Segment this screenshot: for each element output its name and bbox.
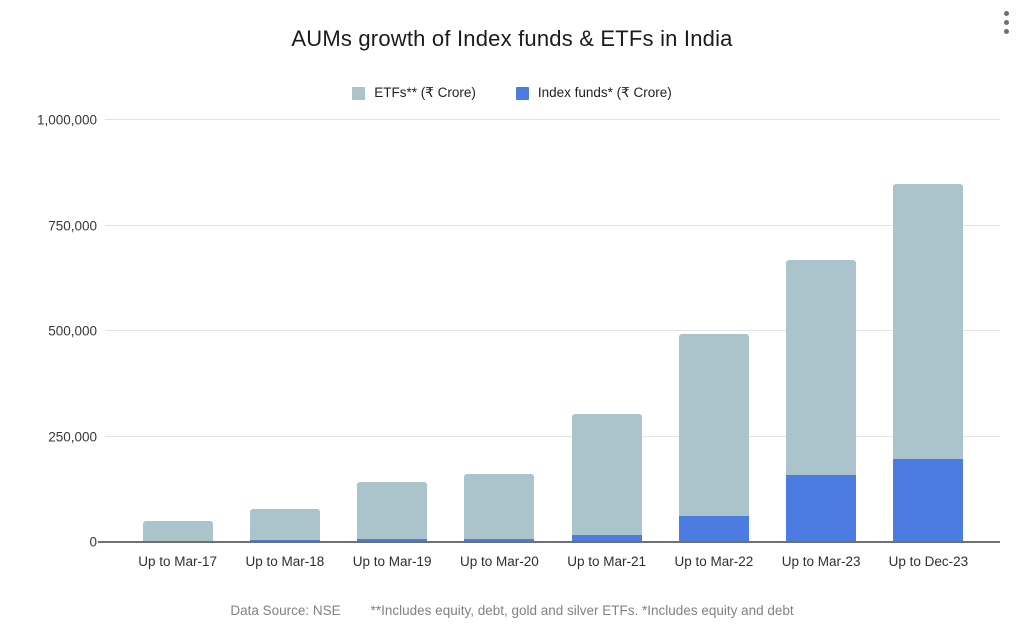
x-axis-label: Up to Mar-23 xyxy=(781,554,861,569)
bar-segment-etfs[interactable] xyxy=(357,481,428,540)
y-axis-label: 500,000 xyxy=(48,323,97,339)
stacked-bar xyxy=(893,183,964,542)
gridline xyxy=(105,435,1000,437)
legend-item-index-funds: Index funds* (₹ Crore) xyxy=(515,85,672,100)
bar-segment-etfs[interactable] xyxy=(249,509,320,540)
bar-group: Up to Dec-23 xyxy=(875,120,982,569)
bar-segment-index-funds[interactable] xyxy=(464,538,535,542)
gridline xyxy=(105,224,1000,226)
stacked-bar xyxy=(571,413,642,542)
stacked-bar xyxy=(464,474,535,542)
stacked-bar xyxy=(357,481,428,542)
bar-segment-index-funds[interactable] xyxy=(571,534,642,542)
more-options-button[interactable] xyxy=(997,7,1015,37)
bar-segment-etfs[interactable] xyxy=(464,474,535,539)
x-axis-label: Up to Mar-19 xyxy=(352,554,432,569)
stacked-bar xyxy=(249,509,320,542)
stacked-bar xyxy=(142,520,213,542)
kebab-menu-icon xyxy=(1003,19,1009,25)
bar-segment-etfs[interactable] xyxy=(786,260,857,476)
x-axis-label: Up to Mar-21 xyxy=(567,554,647,569)
x-axis-line xyxy=(98,541,1000,543)
y-axis-label: 750,000 xyxy=(48,218,97,233)
bar-segment-etfs[interactable] xyxy=(893,183,964,460)
bar-group: Up to Mar-22 xyxy=(660,120,767,569)
bar-group: Up to Mar-19 xyxy=(339,120,446,569)
chart-footer: Data Source: NSE **Includes equity, debt… xyxy=(0,602,1024,620)
legend-label-etfs: ETFs** (₹ Crore) xyxy=(374,85,476,100)
stacked-bar xyxy=(678,333,749,542)
y-axis: 0 250,000 500,000 750,000 1,000,000 xyxy=(0,113,97,549)
kebab-menu-icon xyxy=(1003,10,1009,16)
legend: ETFs** (₹ Crore) Index funds* (₹ Crore) xyxy=(0,86,1024,100)
footnote-text: **Includes equity, debt, gold and silver… xyxy=(370,603,794,618)
stacked-bar xyxy=(786,260,857,542)
bar-group: Up to Mar-17 xyxy=(124,120,231,569)
plot-area: Up to Mar-17 Up to Mar-18 Up to Mar-19 Up t… xyxy=(98,119,1000,569)
bar-group: Up to Mar-23 xyxy=(768,120,875,569)
bar-segment-etfs[interactable] xyxy=(142,520,213,541)
x-axis-label: Up to Mar-17 xyxy=(138,554,218,569)
bar-segment-index-funds[interactable] xyxy=(893,459,964,542)
bar-segment-index-funds[interactable] xyxy=(678,515,749,542)
legend-label-index-funds: Index funds* (₹ Crore) xyxy=(537,85,672,100)
bar-group: Up to Mar-20 xyxy=(446,120,553,569)
bar-segment-index-funds[interactable] xyxy=(249,539,320,542)
legend-swatch-etfs xyxy=(352,86,366,100)
bar-group: Up to Mar-21 xyxy=(553,120,660,569)
kebab-menu-icon xyxy=(1003,28,1009,34)
legend-item-etfs: ETFs** (₹ Crore) xyxy=(352,86,476,100)
data-source-text: Data Source: NSE xyxy=(230,603,341,618)
bars-container: Up to Mar-17 Up to Mar-18 Up to Mar-19 Up t… xyxy=(124,120,982,569)
bar-segment-index-funds[interactable] xyxy=(786,475,857,542)
y-axis-label: 1,000,000 xyxy=(36,112,97,128)
legend-swatch-index-funds xyxy=(515,86,529,100)
y-axis-label: 0 xyxy=(89,534,97,550)
bar-segment-etfs[interactable] xyxy=(571,413,642,535)
x-axis-label: Up to Mar-22 xyxy=(674,554,754,569)
x-axis-label: Up to Dec-23 xyxy=(888,554,969,569)
x-axis-label: Up to Mar-20 xyxy=(459,554,539,569)
gridline xyxy=(105,330,1000,331)
bar-segment-etfs[interactable] xyxy=(678,333,749,516)
y-axis-label: 250,000 xyxy=(48,429,97,444)
chart-title: AUMs growth of Index funds & ETFs in Ind… xyxy=(291,26,733,51)
bar-segment-index-funds[interactable] xyxy=(357,539,428,542)
gridline xyxy=(105,119,1000,120)
x-axis-label: Up to Mar-18 xyxy=(245,554,325,569)
bar-group: Up to Mar-18 xyxy=(231,120,338,569)
